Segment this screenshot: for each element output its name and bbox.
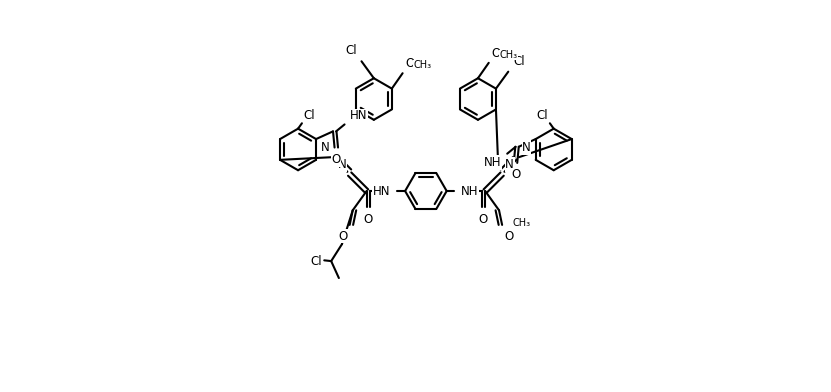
Text: N: N [338, 158, 347, 171]
Text: O: O [405, 57, 414, 70]
Text: N: N [321, 141, 330, 154]
Text: O: O [511, 168, 520, 181]
Text: Cl: Cl [537, 109, 548, 122]
Text: O: O [479, 212, 488, 225]
Text: HN: HN [373, 185, 391, 198]
Text: Cl: Cl [513, 55, 524, 68]
Text: HN: HN [350, 109, 367, 122]
Text: O: O [364, 212, 373, 225]
Text: Cl: Cl [345, 44, 356, 58]
Text: N: N [522, 141, 531, 154]
Text: CH₃: CH₃ [413, 60, 431, 70]
Text: O: O [338, 230, 347, 243]
Text: O: O [491, 47, 500, 60]
Text: N: N [505, 158, 514, 171]
Text: Cl: Cl [303, 109, 315, 122]
Text: O: O [504, 230, 514, 243]
Text: NH: NH [461, 185, 479, 198]
Text: Cl: Cl [310, 254, 322, 268]
Text: NH: NH [484, 156, 502, 169]
Text: CH₃: CH₃ [499, 50, 518, 60]
Text: CH₃: CH₃ [513, 218, 531, 228]
Text: O: O [332, 153, 341, 166]
